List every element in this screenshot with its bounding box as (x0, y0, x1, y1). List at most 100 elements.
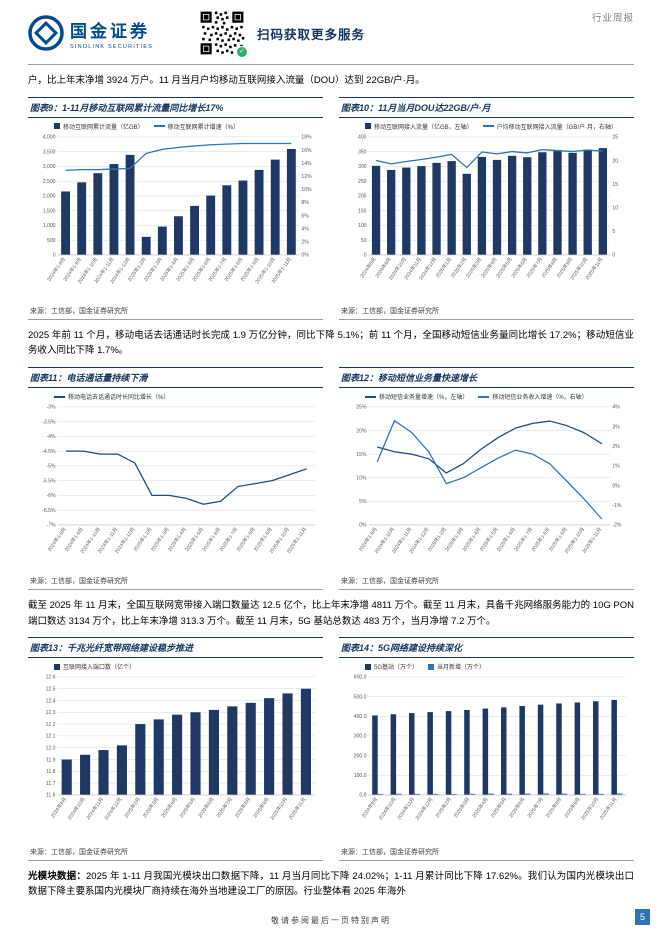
svg-text:8%: 8% (301, 200, 309, 206)
svg-text:2025年4月: 2025年4月 (160, 796, 179, 819)
chart-canvas-10: 05010015020025030035040005101520252024年8… (358, 134, 618, 281)
svg-text:12.5: 12.5 (46, 687, 56, 693)
legend-bar-swatch (54, 123, 60, 130)
svg-text:2,500: 2,500 (43, 179, 56, 185)
legend-line-swatch (54, 395, 65, 398)
chart-title-11: 图表11：电话通话量持续下滑 (28, 367, 323, 389)
legend-item: 移动短信业务收入增速（%，右轴） (478, 392, 588, 401)
logo-text: 国金证券 SINOLINK SECURITIES (70, 17, 153, 50)
svg-text:2,000: 2,000 (43, 193, 56, 199)
svg-text:25: 25 (612, 134, 618, 140)
legend-item: 移动互联网累计增速（%） (153, 122, 239, 131)
svg-text:2025年5月: 2025年5月 (489, 796, 508, 819)
svg-text:300.0: 300.0 (354, 734, 367, 740)
svg-text:2025年2月: 2025年2月 (123, 796, 142, 819)
chart-source-10: 来源：工信部，国金证券研究所 (339, 304, 634, 320)
chart-title-9: 图表9：1-11月移动互联网累计流量同比增长17% (28, 96, 323, 118)
qr-code: ✓ (199, 10, 249, 58)
svg-text:0: 0 (53, 252, 56, 258)
chart-legend-11: 移动电话去话通话时长同比增长（%） (54, 392, 323, 401)
page-footer: 敬请参阅最后一页特别声明 5 (28, 909, 650, 928)
svg-text:-5.5%: -5.5% (42, 478, 56, 484)
chart-legend-9: 移动互联网累计流量（亿GB） 移动互联网累计增速（%） (54, 122, 323, 131)
legend-item: 当月新增（万个） (428, 662, 485, 671)
paragraph-optical-module: 光模块数据：2025 年 1-11 月我国光模块出口数据下降，11 月当月同比下… (28, 869, 634, 900)
logo-name-cn: 国金证券 (70, 21, 150, 41)
paragraph-lead: 光模块数据： (28, 870, 87, 882)
company-logo: 国金证券 SINOLINK SECURITIES (28, 15, 153, 51)
svg-text:2024年10月: 2024年10月 (66, 796, 87, 822)
chart-source-9: 来源：工信部，国金证券研究所 (28, 304, 323, 320)
legend-bar-swatch (365, 123, 371, 130)
svg-text:16%: 16% (301, 147, 312, 153)
svg-text:12.3: 12.3 (46, 711, 56, 717)
paragraph-voice-sms: 2025 年前 11 个月，移动电话去话通话时长完成 1.9 万亿分钟，同比下降… (28, 329, 634, 357)
chart-legend-13: 互联网接入端口数（亿个） (54, 662, 323, 671)
svg-text:2024年10月: 2024年10月 (377, 796, 398, 822)
svg-text:200: 200 (358, 193, 367, 199)
chart-title-14: 图表14：5G网络建设持续深化 (339, 637, 634, 659)
legend-bar-swatch (54, 663, 60, 670)
svg-text:5: 5 (612, 229, 615, 235)
svg-text:-5%: -5% (46, 464, 56, 470)
chart-block-11: 图表11：电话通话量持续下滑 移动电话去话通话时长同比增长（%） -7% -6.5… (28, 367, 323, 591)
legend-item: 5G基站（万个） (365, 662, 418, 671)
charts-row-3: 图表13：千兆光纤宽带网络建设稳步推进 互联网接入端口数（亿个） 11.6 11.… (28, 637, 634, 861)
chart-block-13: 图表13：千兆光纤宽带网络建设稳步推进 互联网接入端口数（亿个） 11.6 11.… (28, 637, 323, 861)
chart-title-13: 图表13：千兆光纤宽带网络建设稳步推进 (28, 637, 323, 659)
svg-text:2025年11月: 2025年11月 (287, 796, 308, 821)
svg-text:2024年12月: 2024年12月 (103, 796, 124, 822)
chart-canvas-11: -7%-6.5%-6%-5.5%-5%-4.5%-4%-3.5%-3%2024年… (42, 405, 316, 555)
svg-text:2025年7月: 2025年7月 (215, 796, 234, 819)
svg-text:-3%: -3% (46, 405, 56, 411)
svg-text:2025年3月: 2025年3月 (452, 796, 471, 819)
chart-legend-12: 移动短信业务量增速（%，左轴） 移动短信业务收入增速（%，右轴） (365, 392, 634, 401)
svg-text:200.0: 200.0 (354, 754, 367, 760)
svg-text:3,500: 3,500 (43, 149, 56, 155)
page-header: 国金证券 SINOLINK SECURITIES (28, 10, 634, 65)
svg-text:300: 300 (358, 164, 367, 170)
qr-badge-icon: ✓ (236, 46, 249, 58)
svg-text:2024年9月: 2024年9月 (360, 796, 379, 819)
svg-text:2025年2月: 2025年2月 (434, 796, 453, 819)
report-type-label: 行业周报 (591, 13, 634, 24)
legend-item: 移动互联网接入流量（亿GB，左轴） (365, 122, 473, 131)
qr-caption: 扫码获取更多服务 (257, 27, 366, 42)
svg-text:5%: 5% (359, 499, 367, 505)
chart-source-13: 来源：工信部，国金证券研究所 (28, 845, 323, 861)
svg-text:10: 10 (612, 205, 618, 211)
legend-line-swatch (478, 395, 490, 398)
svg-text:-6%: -6% (46, 493, 56, 499)
svg-text:-6.5%: -6.5% (42, 508, 56, 514)
svg-text:2025年3月: 2025年3月 (141, 796, 160, 819)
svg-text:12.4: 12.4 (46, 699, 56, 705)
svg-text:4%: 4% (612, 405, 620, 411)
svg-text:0%: 0% (612, 483, 620, 489)
svg-text:11.9: 11.9 (46, 758, 56, 764)
logo-name-en: SINOLINK SECURITIES (70, 43, 154, 50)
svg-text:2024年11月: 2024年11月 (396, 796, 417, 821)
svg-text:500.0: 500.0 (354, 695, 367, 701)
svg-text:14%: 14% (301, 161, 312, 167)
svg-text:2025年5月: 2025年5月 (178, 796, 197, 819)
chart-block-10: 图表10：11月当月DOU达22GB/户·月 移动互联网接入流量（亿GB，左轴）… (339, 96, 634, 320)
svg-text:2025年7月: 2025年7月 (526, 796, 545, 819)
svg-text:11.6: 11.6 (46, 793, 56, 799)
svg-text:1,500: 1,500 (43, 208, 56, 214)
chart-source-12: 来源：工信部，国金证券研究所 (339, 574, 634, 591)
svg-text:2025年6月: 2025年6月 (196, 796, 215, 819)
svg-text:50: 50 (361, 238, 367, 244)
legend-item: 户均移动互联网接入流量（GB/户·月，右轴） (482, 122, 617, 131)
chart-legend-10: 移动互联网接入流量（亿GB，左轴） 户均移动互联网接入流量（GB/户·月，右轴） (365, 122, 634, 131)
svg-text:3,000: 3,000 (43, 164, 56, 170)
svg-text:2024年11月: 2024年11月 (85, 796, 106, 821)
svg-text:20%: 20% (356, 428, 367, 434)
svg-text:2025年11月: 2025年11月 (598, 796, 619, 821)
svg-text:0%: 0% (359, 523, 367, 529)
svg-text:2025年8月: 2025年8月 (233, 796, 252, 819)
legend-item: 互联网接入端口数（亿个） (54, 662, 135, 671)
chart-source-14: 来源：工信部，国金证券研究所 (339, 845, 634, 861)
svg-text:6%: 6% (301, 213, 309, 219)
svg-text:350: 350 (358, 149, 367, 155)
